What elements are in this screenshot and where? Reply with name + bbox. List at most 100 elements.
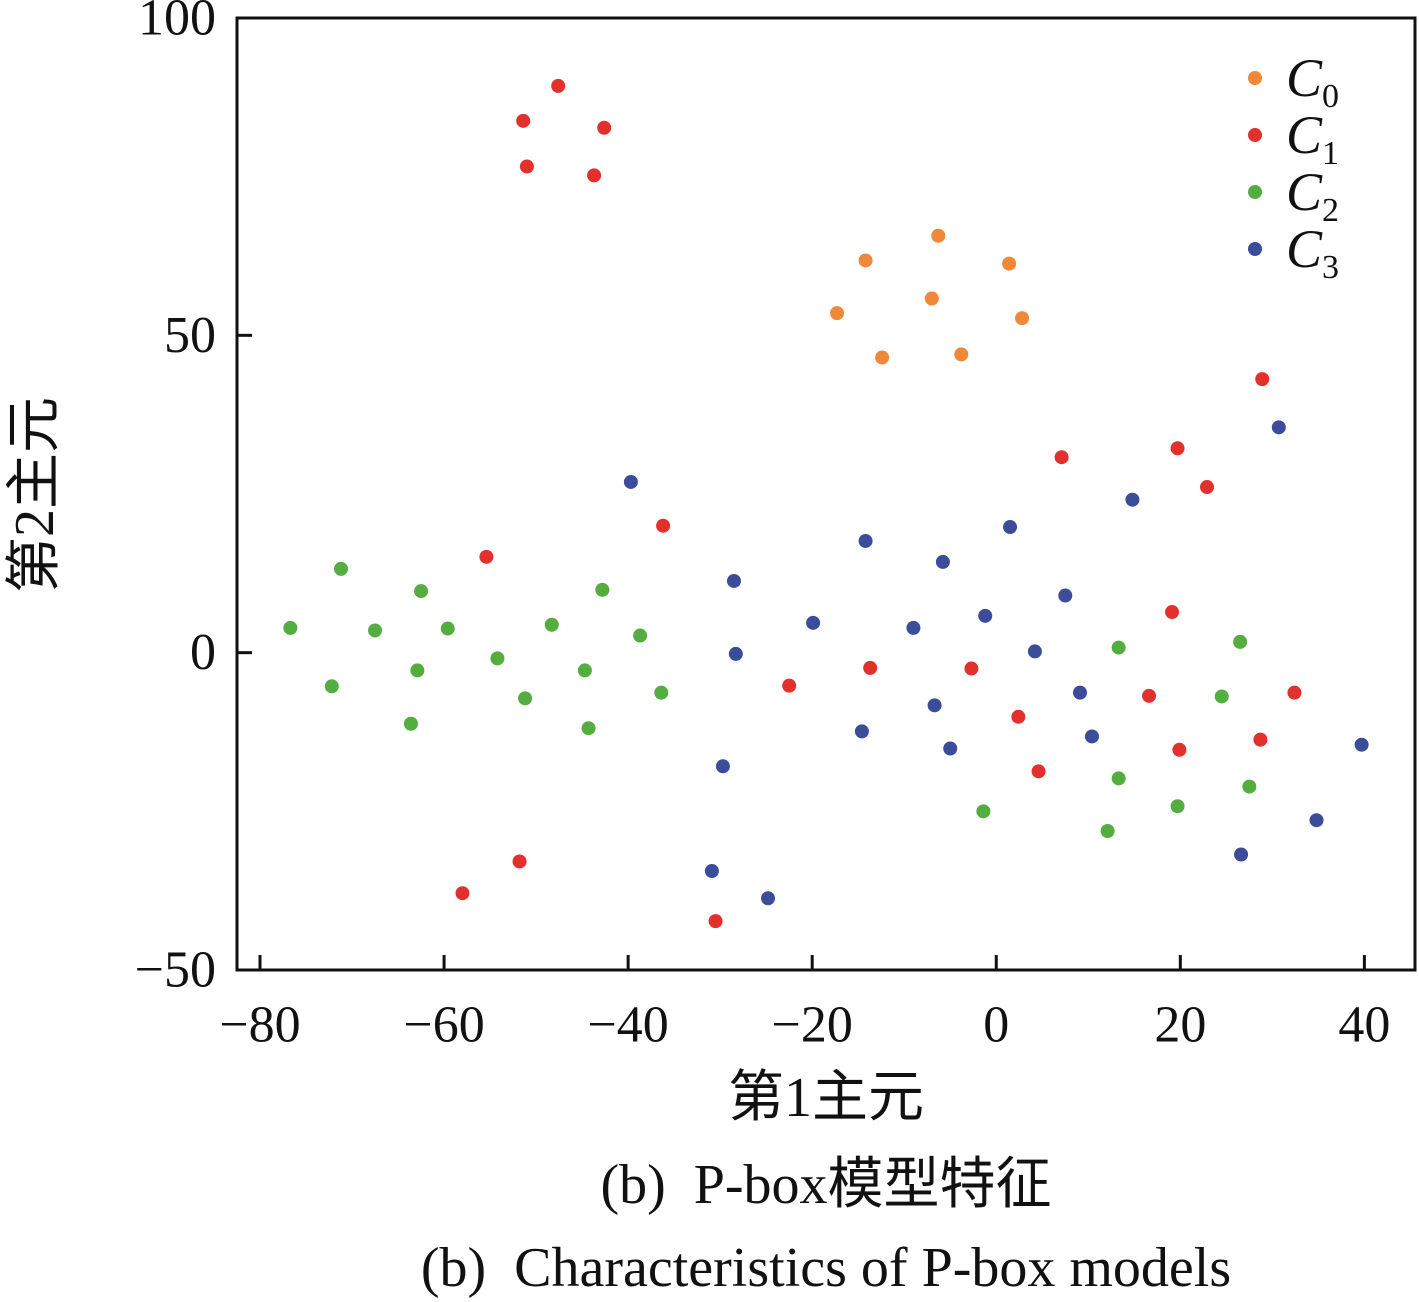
point-c1: [1011, 709, 1026, 724]
point-c0: [954, 347, 969, 362]
legend-marker-c1: [1248, 128, 1262, 142]
point-c0: [931, 228, 946, 243]
point-c1: [1170, 441, 1185, 456]
y-tick-label: −50: [135, 942, 216, 999]
point-c1: [863, 660, 878, 675]
caption-chinese: (b) P-box模型特征: [600, 1154, 1051, 1216]
x-tick-label: 0: [983, 997, 1009, 1054]
point-c2: [410, 663, 425, 678]
point-c1: [1287, 685, 1302, 700]
legend-label-c0: C0: [1286, 48, 1339, 115]
x-tick-label: −40: [587, 997, 668, 1054]
point-c3: [978, 608, 993, 623]
point-c1: [587, 168, 602, 183]
x-axis-label: 第1主元: [728, 1067, 924, 1129]
point-c2: [1242, 779, 1257, 794]
point-c2: [654, 685, 669, 700]
point-c2: [440, 621, 455, 636]
legend-label-c3: C3: [1286, 219, 1339, 286]
point-c2: [581, 721, 596, 736]
legend-marker-c2: [1248, 185, 1262, 199]
point-c2: [1111, 640, 1126, 655]
point-c3: [906, 620, 921, 635]
point-c1: [1200, 480, 1215, 495]
point-c3: [943, 741, 958, 756]
legend-label-c2: C2: [1286, 162, 1339, 229]
point-c0: [924, 291, 939, 306]
point-c3: [1003, 520, 1018, 535]
point-c2: [633, 628, 648, 643]
point-c2: [368, 623, 383, 638]
point-c3: [1027, 644, 1042, 659]
legend-marker-c3: [1248, 242, 1262, 256]
point-c3: [927, 698, 942, 713]
point-c2: [595, 582, 610, 597]
point-c1: [512, 854, 527, 869]
x-tick-label: −80: [219, 997, 300, 1054]
point-c3: [1234, 847, 1249, 862]
point-c2: [1214, 689, 1229, 704]
point-c3: [1058, 588, 1073, 603]
y-tick-label: 50: [164, 307, 216, 364]
point-c1: [964, 661, 979, 676]
point-c1: [1172, 742, 1187, 757]
point-c1: [519, 159, 534, 174]
point-c2: [518, 691, 533, 706]
point-c3: [854, 724, 869, 739]
point-c1: [597, 120, 612, 135]
y-tick-label: 100: [138, 0, 216, 47]
point-c0: [858, 253, 873, 268]
plot-frame: [235, 16, 1417, 972]
point-c1: [1054, 450, 1069, 465]
point-c1: [455, 886, 470, 901]
point-c3: [1073, 685, 1088, 700]
point-c2: [1170, 799, 1185, 814]
point-c1: [1142, 688, 1157, 703]
y-tick-label: 0: [190, 624, 216, 681]
point-c2: [403, 716, 418, 731]
point-c2: [1111, 771, 1126, 786]
point-c3: [728, 646, 743, 661]
x-tick-label: −20: [772, 997, 853, 1054]
point-c0: [1002, 256, 1017, 271]
point-c2: [414, 584, 429, 599]
legend-marker-c0: [1248, 71, 1262, 85]
point-c2: [544, 617, 559, 632]
point-c1: [1253, 732, 1268, 747]
point-c1: [1165, 605, 1180, 620]
point-c3: [761, 891, 776, 906]
point-c3: [726, 573, 741, 588]
point-c1: [1255, 372, 1270, 387]
point-c2: [333, 561, 348, 576]
point-c2: [976, 804, 991, 819]
point-c2: [1100, 824, 1115, 839]
data-points: [283, 78, 1369, 929]
point-c3: [858, 533, 873, 548]
point-c3: [1084, 729, 1099, 744]
point-c0: [830, 306, 845, 321]
point-c3: [1271, 420, 1286, 435]
point-c3: [1125, 492, 1140, 507]
point-c3: [806, 615, 821, 630]
point-c3: [715, 759, 730, 774]
point-c1: [708, 914, 723, 929]
x-tick-label: 40: [1338, 997, 1390, 1054]
caption-english: (b) Characteristics of P-box models: [421, 1237, 1231, 1299]
point-c3: [1309, 813, 1324, 828]
x-tick-label: −60: [403, 997, 484, 1054]
point-c3: [704, 863, 719, 878]
point-c1: [479, 549, 494, 564]
point-c0: [1015, 311, 1030, 326]
point-c0: [875, 350, 890, 365]
point-c2: [324, 679, 339, 694]
y-axis-label: 第2主元: [4, 397, 66, 593]
point-c2: [283, 620, 298, 635]
point-c2: [1233, 634, 1248, 649]
point-c1: [516, 113, 531, 128]
legend-label-c1: C1: [1286, 105, 1339, 172]
x-tick-label: 20: [1154, 997, 1206, 1054]
point-c2: [490, 651, 505, 666]
point-c3: [623, 474, 638, 489]
point-c3: [1354, 737, 1369, 752]
